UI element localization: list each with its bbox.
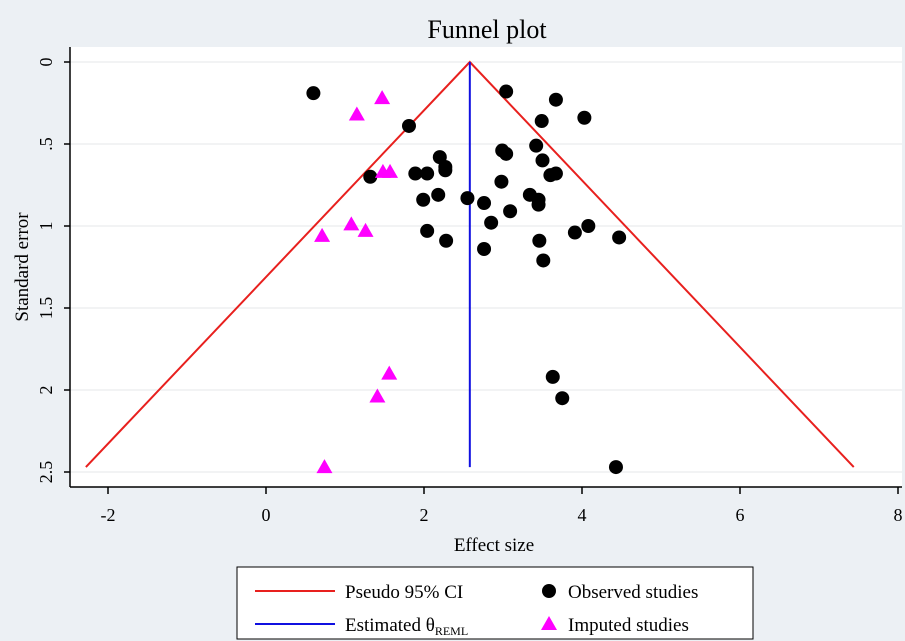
observed-study-point	[484, 215, 499, 230]
legend-estimate-label: Estimated θREML	[345, 615, 468, 638]
observed-study-point	[548, 92, 563, 107]
observed-study-point	[545, 369, 560, 384]
axes	[69, 47, 902, 488]
x-axis-title: Effect size	[454, 535, 534, 556]
imputed-study-point	[374, 90, 391, 105]
reference-lines	[85, 60, 855, 468]
x-tick-label: 4	[578, 505, 587, 525]
observed-study-point	[532, 233, 547, 248]
observed-study-point	[401, 118, 416, 133]
plot-area	[70, 47, 902, 487]
imputed-study-point	[357, 222, 374, 237]
observed-study-point	[543, 168, 558, 183]
imputed-study-point	[314, 227, 331, 242]
observed-study-point	[439, 233, 454, 248]
observed-study-point	[536, 253, 551, 268]
observed-study-point	[431, 187, 446, 202]
legend-box	[236, 566, 754, 640]
observed-study-point	[420, 166, 435, 181]
observed-study-point	[460, 191, 475, 206]
observed-study-point	[555, 391, 570, 406]
observed-study-point	[608, 460, 623, 475]
y-tick-label: 0	[36, 58, 56, 67]
legend-estimate-text: Estimated θ	[345, 615, 435, 636]
imputed-study-point	[348, 106, 365, 121]
chart-title: Funnel plot	[427, 15, 547, 44]
y-tick-label: .5	[36, 137, 56, 151]
observed-study-point	[567, 225, 582, 240]
observed-study-point	[535, 153, 550, 168]
tick-marks: 0 .5 1 1.5 2 2.5 -2 0 2 4 6 8	[36, 58, 903, 526]
observed-study-point	[534, 114, 549, 129]
observed-study-point	[477, 241, 492, 256]
observed-study-point	[306, 86, 321, 101]
y-tick-label: 2.5	[36, 461, 56, 484]
x-tick-label: 0	[262, 505, 271, 525]
x-tick-label: -2	[101, 505, 116, 525]
y-tick-label: 1.5	[36, 297, 56, 320]
imputed-study-point	[382, 163, 399, 178]
legend: Pseudo 95% CI Estimated θREML Observed s…	[236, 566, 754, 640]
data-points	[306, 84, 627, 475]
observed-study-point	[529, 138, 544, 153]
observed-study-point	[363, 169, 378, 184]
observed-study-point	[494, 174, 509, 189]
legend-observed-label: Observed studies	[568, 582, 698, 603]
observed-study-point	[499, 84, 514, 99]
legend-observed-marker	[542, 584, 556, 598]
observed-study-point	[503, 204, 518, 219]
observed-study-point	[581, 219, 596, 233]
observed-study-point	[408, 166, 423, 181]
observed-study-point	[420, 223, 435, 238]
observed-study-point	[499, 146, 514, 161]
x-tick-label: 2	[420, 505, 429, 525]
observed-study-point	[477, 196, 492, 211]
legend-estimate-subscript: REML	[435, 624, 468, 638]
y-axis-title: Standard error	[12, 212, 33, 322]
observed-study-point	[531, 197, 546, 212]
y-tick-label: 2	[36, 386, 56, 395]
legend-imputed-marker	[541, 616, 557, 630]
observed-study-point	[416, 192, 431, 207]
x-tick-label: 8	[894, 505, 903, 525]
imputed-study-point	[316, 459, 333, 474]
observed-study-point	[577, 110, 592, 125]
imputed-study-point	[343, 216, 360, 231]
imputed-study-point	[381, 365, 398, 380]
observed-study-point	[438, 163, 453, 178]
imputed-study-point	[369, 388, 386, 403]
legend-ci-label: Pseudo 95% CI	[345, 582, 463, 603]
observed-study-point	[612, 230, 627, 245]
legend-imputed-label: Imputed studies	[568, 615, 689, 636]
x-tick-label: 6	[736, 505, 745, 525]
y-tick-label: 1	[36, 222, 56, 231]
